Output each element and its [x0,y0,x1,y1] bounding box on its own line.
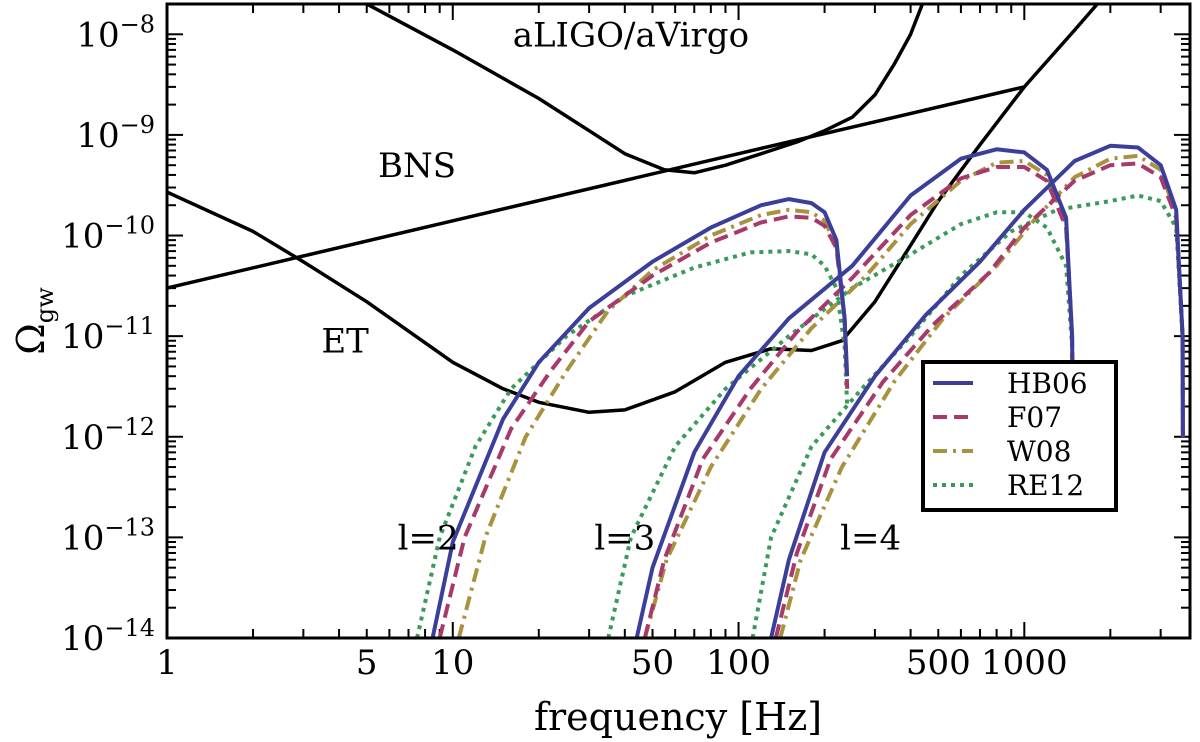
y-tick-exponent: −10 [104,212,155,240]
annotation-aligo-avirgo: aLIGO/aVirgo [513,15,749,55]
y-axis-title-main: Ω [9,323,53,355]
y-tick-base: 10 [76,116,119,156]
y-tick-base: 10 [61,317,104,357]
x-tick-label: 5 [356,643,378,683]
tick-labels: 1 5 10 50 100 500 100010−1410−1310−1210−1110−1… [61,10,1068,683]
plot-frame [165,2,1192,640]
y-tick-label: 10−14 [61,614,155,659]
x-tick-label: 1000 [981,643,1068,683]
y-tick-label: 10−13 [61,513,155,558]
series-f07-l4 [773,161,1185,638]
y-tick-base: 10 [61,217,104,257]
series-re12-l4 [750,193,1185,638]
annotation-l-4: l=4 [840,518,901,558]
y-tick-base: 10 [61,619,104,659]
y-tick-exponent: −12 [104,413,155,441]
y-tick-base: 10 [76,15,119,55]
series-hb06-l3 [634,147,1075,638]
series-hb06-l2 [430,197,850,638]
y-tick-exponent: −8 [120,10,155,38]
annotation-bns: BNS [378,146,456,186]
y-tick-exponent: −13 [104,513,155,541]
y-tick-exponent: −14 [104,614,155,642]
svg-text:Ωgw: Ωgw [9,287,59,355]
y-tick-label: 10−12 [61,413,155,458]
sensitivity-curve-et [167,4,1099,415]
x-axis-title: frequency [Hz] [534,695,822,739]
x-tick-label: 100 [706,643,771,683]
legend-label-re12: RE12 [1007,469,1084,502]
annotation-et: ET [321,322,369,362]
legend-label-w08: W08 [1007,435,1071,468]
plot-curves [167,4,1185,638]
y-axis-title: Ωgw [9,287,59,355]
y-tick-base: 10 [61,518,104,558]
sensitivity-curve-aligo-avirgo [365,4,925,175]
annotations: aLIGO/aVirgo BNS ET l=2 l=3 l=4 [321,15,901,558]
annotation-l-2: l=2 [398,518,459,558]
y-tick-exponent: −9 [120,111,155,139]
y-tick-base: 10 [61,418,104,458]
series-hb06-l4 [769,143,1185,638]
sensitivity-curve-bns [167,85,1025,290]
y-tick-exponent: −11 [104,312,155,340]
series-w08-l2 [456,207,850,638]
series-f07-l2 [437,214,850,638]
legend-label-f07: F07 [1007,401,1062,434]
y-tick-label: 10−8 [76,10,155,55]
y-axis-title-sub: gw [31,287,59,323]
series-re12-l3 [606,210,1075,638]
x-tick-label: 10 [431,643,474,683]
annotation-l-3: l=3 [594,518,655,558]
x-tick-label: 500 [906,643,971,683]
legend-box [921,360,1118,512]
x-tick-label: 1 [156,643,178,683]
y-tick-label: 10−11 [61,312,155,357]
y-tick-label: 10−10 [61,212,155,257]
x-tick-label: 50 [631,643,674,683]
series-re12-l2 [415,249,850,638]
series-f07-l3 [642,165,1075,638]
y-tick-label: 10−9 [76,111,155,156]
legend-label-hb06: HB06 [1007,367,1088,400]
